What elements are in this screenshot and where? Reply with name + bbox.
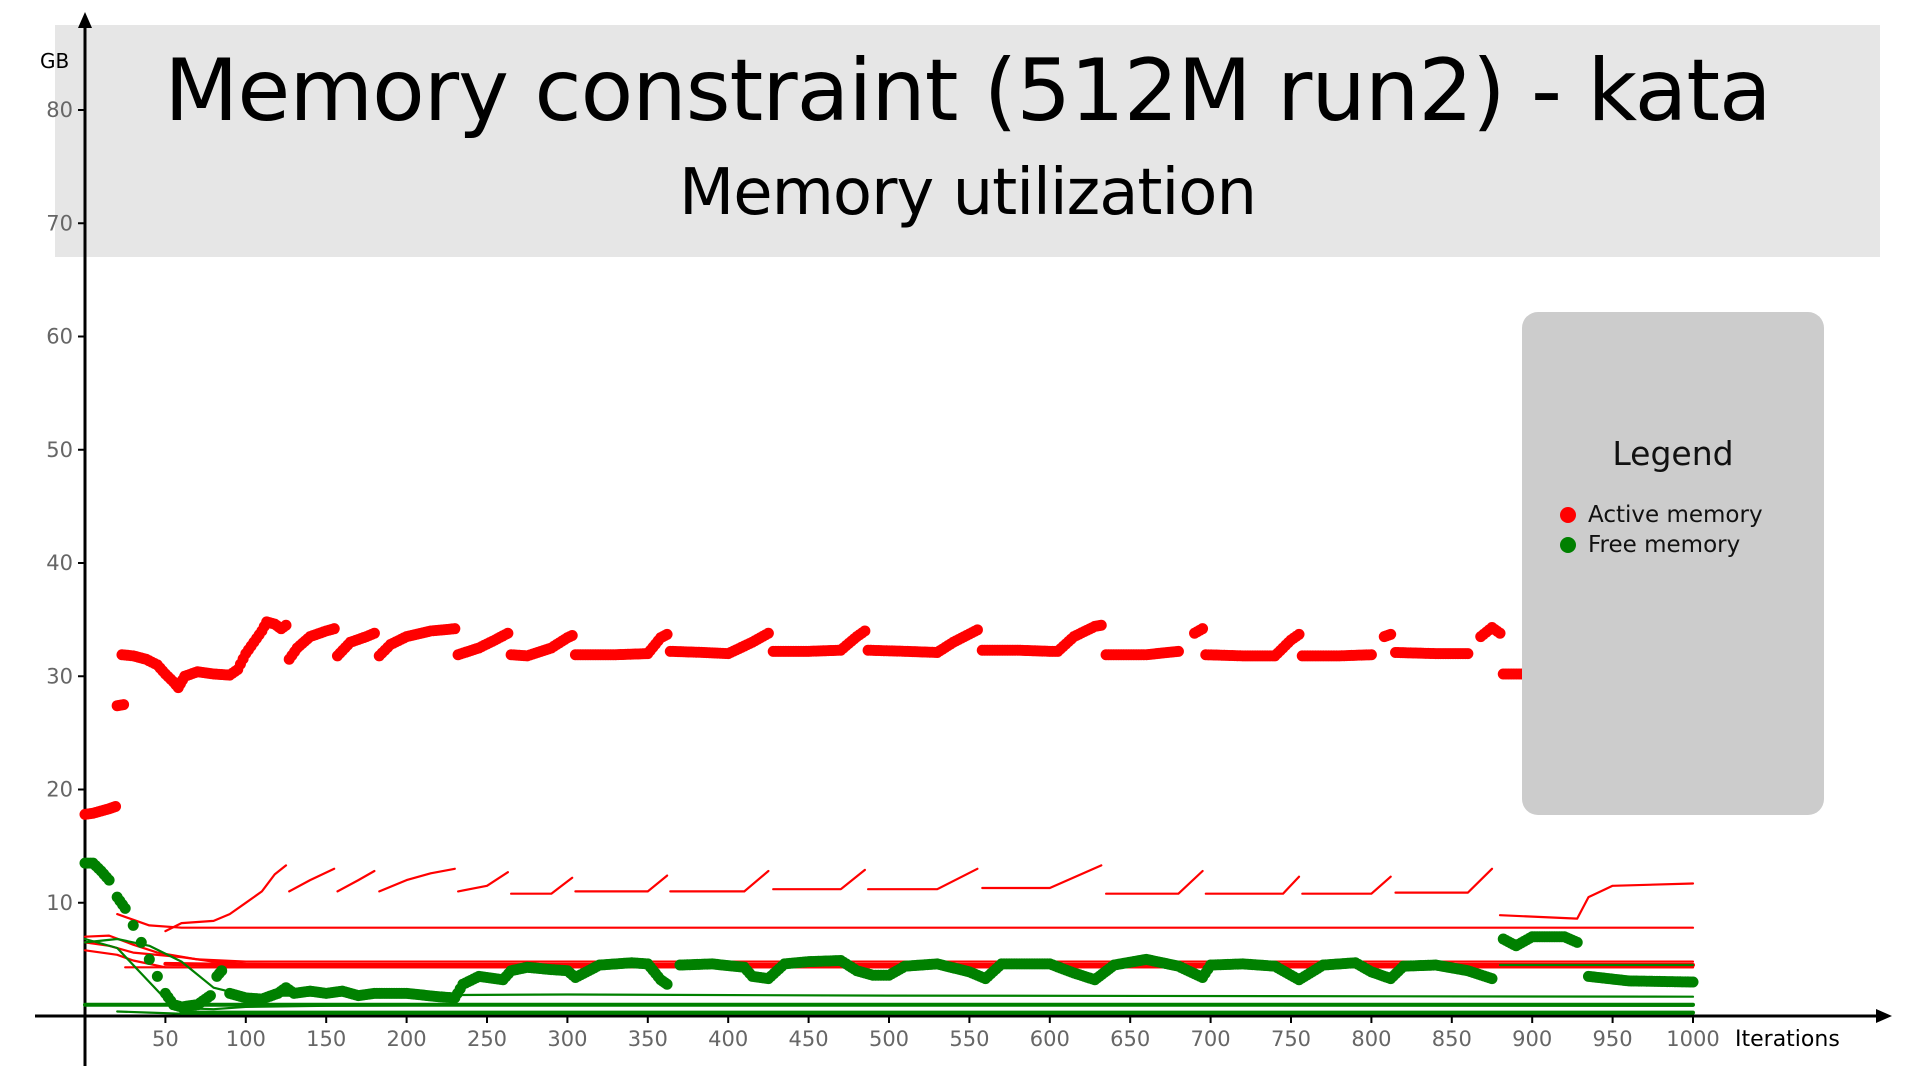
active-memory-trace: [772, 868, 866, 891]
y-tick-label: 60: [46, 325, 73, 349]
active-memory-point: [1385, 628, 1397, 640]
x-tick-label: 100: [226, 1027, 266, 1051]
active-memory-point: [328, 623, 340, 635]
active-memory-point: [449, 623, 461, 635]
x-tick-label: 650: [1110, 1027, 1150, 1051]
active-memory-point: [1365, 649, 1377, 661]
x-tick-label: 300: [547, 1027, 587, 1051]
active-memory-point: [566, 629, 578, 641]
active-memory-trace: [1105, 869, 1204, 895]
x-axis-arrow: [1876, 1009, 1892, 1023]
active-memory-point: [1095, 619, 1107, 631]
active-memory-trace: [116, 913, 1695, 929]
x-tick-label: 600: [1030, 1027, 1070, 1051]
active-memory-point: [1494, 627, 1506, 639]
active-memory-point: [661, 628, 673, 640]
active-memory-point: [110, 800, 122, 812]
x-axis-label: Iterations: [1735, 1027, 1840, 1052]
free-memory-point: [103, 874, 115, 886]
free-memory-point: [1687, 976, 1699, 988]
active-memory-trace: [378, 867, 456, 893]
legend-title: Legend: [1612, 434, 1734, 473]
active-memory-trace: [867, 867, 979, 891]
title-banner: [55, 25, 1880, 257]
x-tick-label: 700: [1191, 1027, 1231, 1051]
active-memory-point: [762, 627, 774, 639]
y-tick-label: 20: [46, 778, 73, 802]
x-tick-label: 850: [1432, 1027, 1472, 1051]
free-memory-point: [204, 990, 216, 1002]
y-axis-arrow: [78, 12, 92, 28]
active-memory-trace: [510, 876, 574, 895]
active-memory-point: [1462, 648, 1474, 660]
x-tick-label: 1000: [1666, 1027, 1719, 1051]
legend-swatch-free-memory: [1560, 537, 1576, 553]
active-memory-point: [502, 627, 514, 639]
active-memory-point: [1293, 628, 1305, 640]
active-memory-point: [859, 625, 871, 637]
y-tick-label: 50: [46, 438, 73, 462]
legend-item-free-memory: Free memory: [1560, 532, 1740, 558]
x-tick-label: 350: [628, 1027, 668, 1051]
free-memory-trace: [83, 937, 1695, 998]
active-memory-point: [1172, 645, 1184, 657]
legend-label-free-memory: Free memory: [1588, 532, 1741, 558]
y-tick-label: 10: [46, 891, 73, 915]
active-memory-trace: [981, 864, 1103, 890]
free-memory-point: [119, 902, 131, 914]
x-tick-label: 550: [949, 1027, 989, 1051]
x-tick-label: 950: [1593, 1027, 1633, 1051]
y-tick-label: 70: [46, 211, 73, 235]
active-memory-trace: [83, 934, 1695, 963]
chart-title: Memory constraint (512M run2) - kata: [164, 41, 1772, 141]
active-memory-trace: [336, 869, 376, 893]
x-tick-label: 400: [708, 1027, 748, 1051]
legend-label-active-memory: Active memory: [1588, 502, 1763, 528]
legend-swatch-active-memory: [1560, 507, 1576, 523]
free-memory-point: [216, 965, 228, 977]
x-tick-label: 450: [789, 1027, 829, 1051]
free-memory-point: [143, 953, 155, 965]
free-memory-point: [127, 919, 139, 931]
y-axis-label: GB: [40, 49, 69, 73]
x-tick-label: 150: [306, 1027, 346, 1051]
active-memory-trace: [1394, 867, 1494, 894]
x-tick-label: 750: [1271, 1027, 1311, 1051]
active-memory-point: [280, 619, 292, 631]
active-memory-point: [971, 624, 983, 636]
active-memory-point: [1197, 623, 1209, 635]
x-tick-label: 900: [1512, 1027, 1552, 1051]
x-tick-label: 200: [387, 1027, 427, 1051]
active-memory-trace: [1498, 882, 1695, 920]
active-memory-point: [368, 627, 380, 639]
x-tick-label: 250: [467, 1027, 507, 1051]
active-memory-point: [118, 699, 130, 711]
y-tick-label: 40: [46, 551, 73, 575]
active-memory-trace: [164, 864, 288, 933]
chart-subtitle: Memory utilization: [678, 156, 1257, 230]
y-tick-label: 80: [46, 98, 73, 122]
legend: Legend Active memory Free memory: [1522, 312, 1824, 815]
free-memory-point: [1486, 973, 1498, 985]
x-tick-label: 500: [869, 1027, 909, 1051]
active-memory-trace: [1204, 875, 1301, 895]
x-tick-label: 800: [1351, 1027, 1391, 1051]
active-memory-trace: [288, 867, 336, 893]
active-memory-trace: [1301, 875, 1392, 895]
series-free-memory: [79, 857, 1699, 1015]
active-memory-trace: [574, 874, 669, 893]
active-memory-trace: [457, 871, 509, 893]
free-memory-point: [661, 978, 673, 990]
legend-item-active-memory: Active memory: [1560, 502, 1763, 528]
active-memory-trace: [669, 869, 770, 893]
free-memory-point: [151, 970, 163, 982]
x-tick-label: 50: [152, 1027, 179, 1051]
series-active-memory: [79, 616, 1699, 969]
y-tick-label: 30: [46, 664, 73, 688]
free-memory-point: [1571, 936, 1583, 948]
